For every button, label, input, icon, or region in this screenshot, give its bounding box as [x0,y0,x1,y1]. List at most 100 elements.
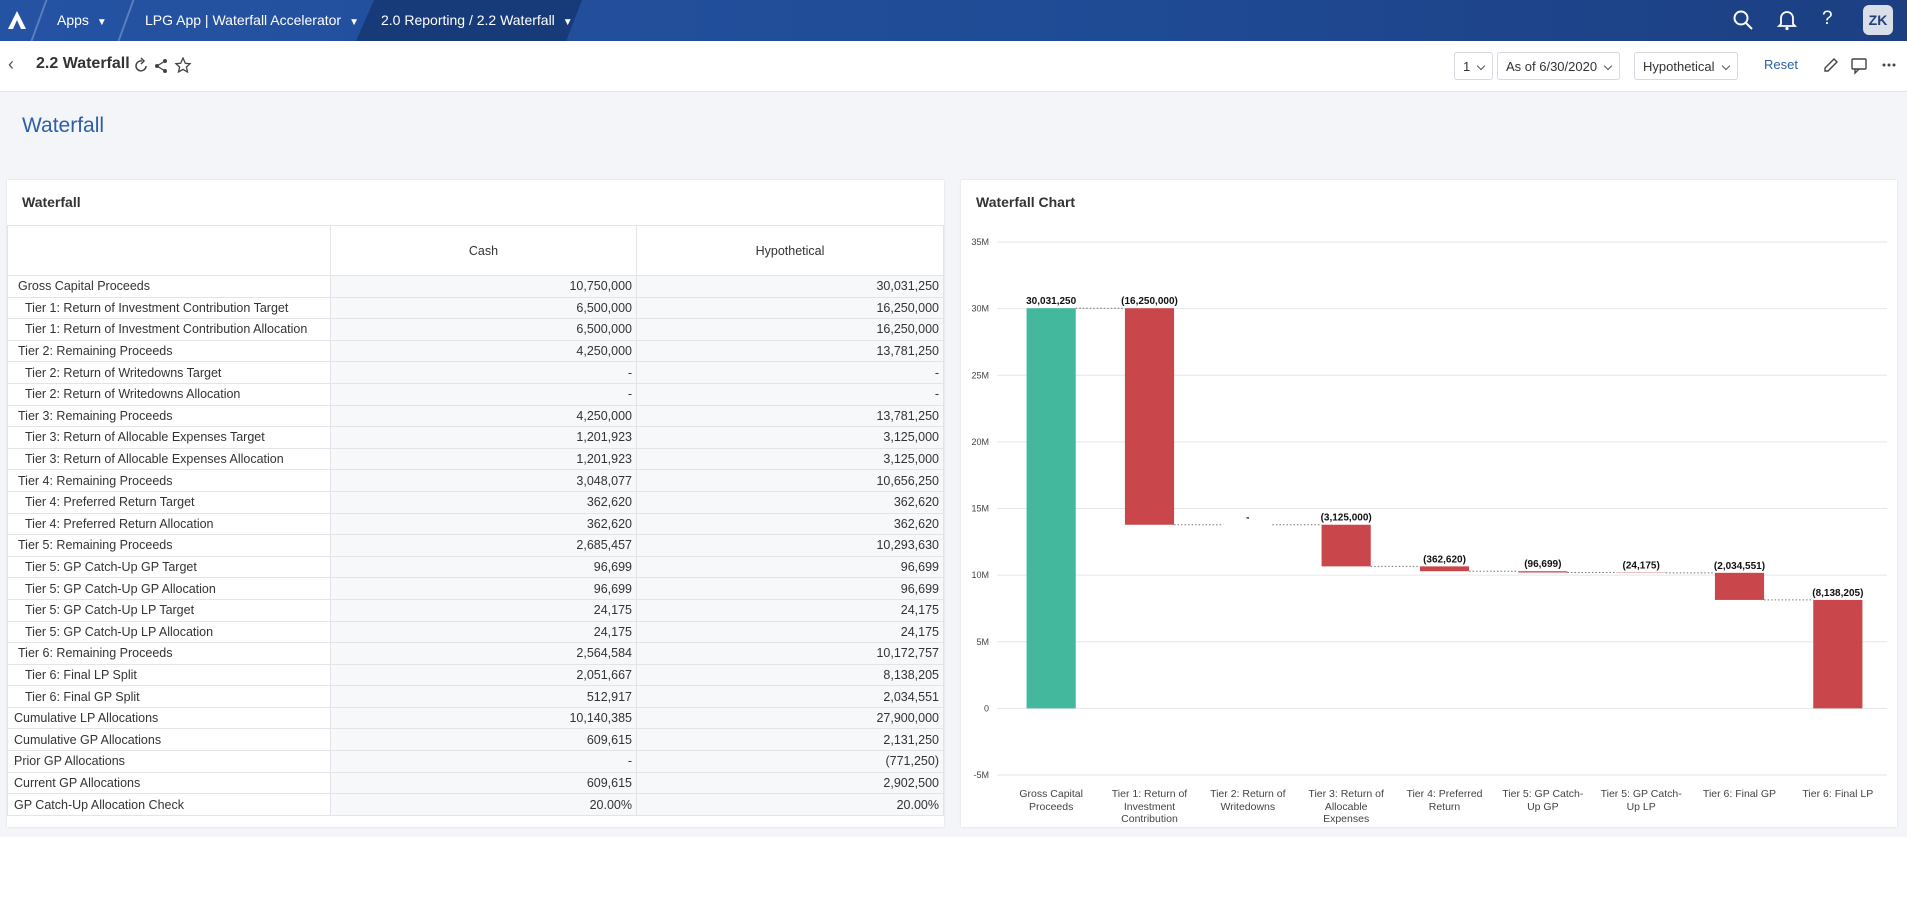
cell-value: 362,620 [636,512,944,536]
y-tick-label: 25M [971,370,989,380]
cell-value: 96,699 [636,555,944,579]
row-label: Tier 1: Return of Investment Contributio… [7,318,331,341]
row-label: Tier 4: Preferred Return Target [7,490,331,514]
app-label: LPG App | Waterfall Accelerator [145,12,342,28]
x-tick-label: Tier 6: Final LP [1802,788,1874,800]
x-tick-label: Tier 6: Final GP [1702,788,1777,800]
cell-value: 2,564,584 [330,642,637,665]
cell-value: 2,685,457 [330,534,637,557]
table-row: Tier 5: GP Catch-Up GP Target 96,699 96,69… [7,555,944,579]
header-row: Cash Hypothetical [7,225,944,276]
cell-value: 27,900,000 [636,706,944,730]
table-row: Tier 6: Final LP Split 2,051,667 8,138,205 [7,663,944,687]
toolbar-icons[interactable] [1822,56,1902,76]
cell-value: 24,175 [330,598,637,622]
row-label: Tier 3: Remaining Proceeds [7,404,331,428]
value-label: (2,034,551) [1714,561,1765,572]
cell-value: 8,138,205 [636,663,944,687]
top-nav: Apps ▼ LPG App | Waterfall Accelerator ▼ 2… [0,0,1907,41]
cell-value: 512,917 [330,685,637,708]
as-of-select[interactable]: As of 6/30/2020 [1497,52,1621,80]
cell-value: 2,034,551 [636,685,944,708]
waterfall-table: Cash Hypothetical Gross Capital Proceeds… [7,225,944,816]
avatar[interactable]: ZK [1863,5,1893,35]
row-label: Tier 3: Return of Allocable Expenses All… [7,447,331,471]
cell-value: - [330,382,637,406]
value-label: (3,125,000) [1321,513,1372,524]
x-tick-label: Tier 4: Preferred Return [1406,788,1483,813]
cell-value: 6,500,000 [330,296,637,320]
table-row: Tier 5: Remaining Proceeds 2,685,457 10,29… [7,534,944,557]
chart: -5M 0 5M 10M 15M 20M 25M 30M 35M 30,031,250 (16,25… [971,237,1887,780]
x-tick-label: Tier 3: Return of Allocable Expenses [1308,788,1384,825]
y-tick-label: 35M [971,237,989,247]
logo[interactable] [6,9,30,31]
help-icon[interactable]: ? [1822,8,1833,29]
page-actions[interactable] [132,57,192,75]
row-label: Tier 5: GP Catch-Up LP Target [7,598,331,622]
table-row: Gross Capital Proceeds 10,750,000 30,031,2… [7,275,944,298]
cell-value: 96,699 [636,577,944,600]
table-row: GP Catch-Up Allocation Check 20.00% 20.00% [7,793,944,816]
cell-value: 24,175 [636,620,944,644]
cell-value: 609,615 [330,728,637,752]
row-label: Tier 2: Remaining Proceeds [7,339,331,363]
cell-value: 10,293,630 [636,534,944,557]
cell-value: 4,250,000 [330,339,637,363]
value-label: (8,138,205) [1812,588,1863,599]
value-label: - [1246,513,1249,524]
row-label: Tier 2: Return of Writedowns Target [7,361,331,384]
table-row: Tier 5: GP Catch-Up LP Allocation 24,175 2… [7,620,944,644]
cell-value: - [636,361,944,384]
divider [117,0,135,41]
waterfall-bar [1518,571,1568,573]
apps-menu[interactable]: Apps ▼ [57,12,107,28]
cell-value: 10,172,757 [636,642,944,665]
scenario-select[interactable]: Hypothetical [1634,52,1738,80]
scenario-number-select[interactable]: 1 [1454,52,1494,80]
table-row: Tier 4: Remaining Proceeds 3,048,077 10,65… [7,469,944,492]
row-label: Cumulative LP Allocations [7,706,331,730]
cell-value: 2,051,667 [330,663,637,687]
back-button[interactable]: ‹ [8,54,14,74]
search-icon[interactable] [1732,9,1754,31]
cell-value: 362,620 [330,490,637,514]
row-label: Tier 5: Remaining Proceeds [7,534,331,557]
waterfall-bar [1419,566,1470,572]
y-tick-label: 10M [971,570,989,580]
table-row: Tier 6: Remaining Proceeds 2,564,584 10,17… [7,642,944,665]
row-label: Gross Capital Proceeds [7,275,331,298]
cell-value: 609,615 [330,771,637,795]
y-tick-label: 15M [971,504,989,514]
waterfall-bar [1026,308,1076,709]
value-label: 30,031,250 [1026,296,1076,307]
table-row: Tier 5: GP Catch-Up GP Allocation 96,699 9… [7,577,944,600]
x-tick-label: Tier 5: GP Catch-Up LP [1600,788,1682,813]
row-label: Cumulative GP Allocations [7,728,331,752]
header-cell [7,225,331,276]
header-cell: Hypothetical [636,225,944,276]
waterfall-bar [1124,308,1175,525]
row-label: Tier 6: Final GP Split [7,685,331,708]
x-tick-label: Tier 5: GP Catch-Up GP [1502,788,1584,813]
active-crumb-bg [356,0,582,41]
reset-button[interactable]: Reset [1764,57,1798,72]
row-label: Current GP Allocations [7,771,331,795]
page-title: Waterfall [22,114,105,137]
cell-value: 362,620 [330,512,637,536]
row-label: Tier 6: Final LP Split [7,663,331,687]
table-row: Tier 4: Preferred Return Allocation 362,6… [7,512,944,536]
cell-value: 2,902,500 [636,771,944,795]
row-label: Tier 6: Remaining Proceeds [7,642,331,665]
page-label: 2.0 Reporting / 2.2 Waterfall [381,12,555,28]
app-menu[interactable]: LPG App | Waterfall Accelerator ▼ [145,12,360,28]
value-label: (16,250,000) [1121,296,1178,307]
bell-icon[interactable] [1776,9,1798,31]
page-menu[interactable]: 2.0 Reporting / 2.2 Waterfall ▼ [381,12,573,28]
table-row: Tier 2: Return of Writedowns Allocation -… [7,382,944,406]
cell-value: 13,781,250 [636,404,944,428]
x-tick-label: Tier 2: Return of Writedowns [1210,788,1286,813]
value-label: (24,175) [1623,561,1660,572]
cell-value: 2,131,250 [636,728,944,752]
